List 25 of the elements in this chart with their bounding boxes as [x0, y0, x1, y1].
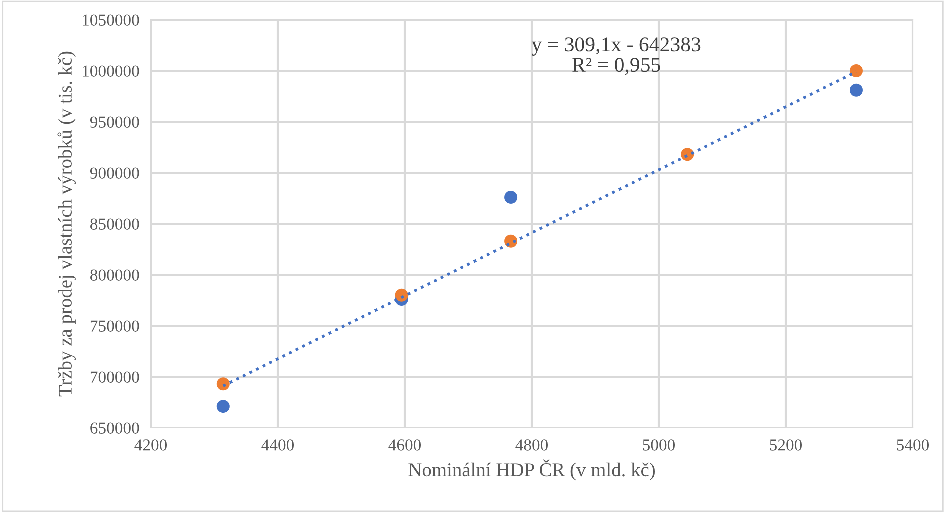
point — [395, 288, 408, 302]
x-tick-label: 5200 — [770, 440, 802, 451]
point — [216, 400, 230, 414]
x-tick-label: 4600 — [388, 440, 422, 451]
point — [504, 190, 518, 204]
point — [850, 84, 863, 97]
x-tick-label: 4200 — [134, 440, 168, 451]
y-tick-label: 1000000 — [83, 66, 140, 77]
y-tick-label: 850000 — [90, 218, 140, 230]
annotation: y = 309,1x - 642383 R² = 0,955 — [532, 38, 701, 76]
y-tick-label: 800000 — [90, 270, 140, 281]
x-tick-label: 5400 — [897, 440, 930, 451]
y-tick-label: 1050000 — [83, 14, 140, 26]
y-tick-label: 950000 — [90, 116, 140, 128]
point — [850, 64, 863, 78]
x-tick-label: 4800 — [516, 440, 548, 451]
x-axis-title: Nominální HDP ČR (v mld. kč) — [408, 460, 656, 481]
y-tick-label: 650000 — [90, 422, 140, 434]
y-axis-title: Tržby za prodej vlastních výrobků (v tis. kč) — [58, 52, 76, 397]
x-tick-label: 4400 — [262, 440, 294, 451]
y-tick-label: 900000 — [90, 168, 140, 179]
point — [216, 378, 230, 391]
y-tick-label: 700000 — [90, 372, 140, 383]
y-tick-label: 750000 — [90, 320, 140, 332]
x-tick-label: 5000 — [643, 440, 676, 451]
